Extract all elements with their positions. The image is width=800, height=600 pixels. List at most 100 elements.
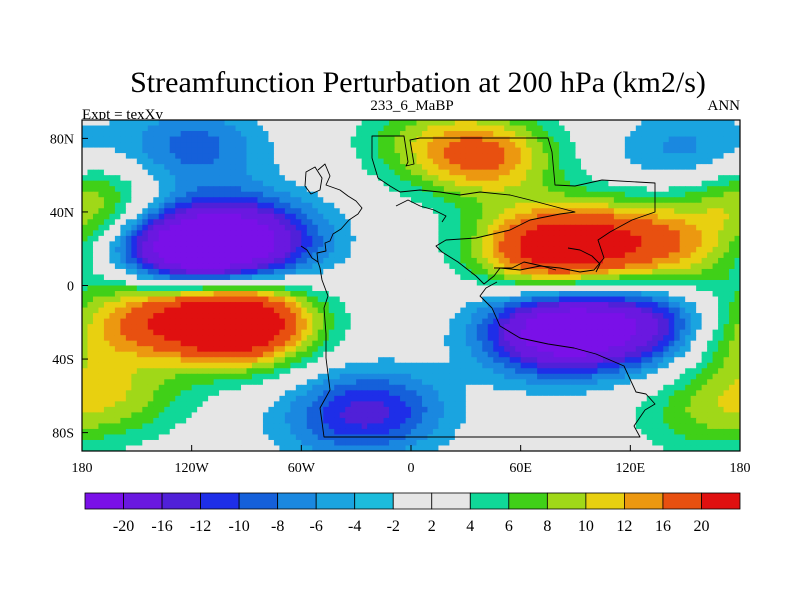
field-cell: [734, 219, 741, 226]
field-cell: [548, 241, 555, 248]
field-cell: [295, 307, 302, 314]
field-cell: [663, 268, 670, 275]
field-cell: [136, 346, 143, 353]
field-cell: [542, 329, 549, 336]
field-cell: [580, 120, 587, 127]
field-cell: [526, 125, 533, 132]
field-cell: [213, 302, 220, 309]
field-cell: [531, 180, 538, 187]
field-cell: [92, 147, 99, 154]
field-cell: [548, 246, 555, 253]
field-cell: [553, 197, 560, 204]
field-cell: [690, 153, 697, 160]
field-cell: [235, 186, 242, 193]
field-cell: [509, 191, 516, 198]
field-cell: [389, 318, 396, 325]
field-cell: [213, 164, 220, 171]
field-cell: [657, 158, 664, 165]
field-cell: [734, 147, 741, 154]
field-cell: [361, 346, 368, 353]
field-cell: [718, 296, 725, 303]
field-cell: [136, 208, 143, 215]
field-cell: [460, 335, 467, 342]
field-cell: [164, 208, 171, 215]
field-cell: [630, 153, 637, 160]
field-cell: [657, 180, 664, 187]
field-cell: [641, 197, 648, 204]
field-cell: [657, 120, 664, 127]
field-cell: [219, 252, 226, 259]
field-cell: [482, 180, 489, 187]
field-cell: [553, 147, 560, 154]
field-cell: [339, 246, 346, 253]
field-cell: [443, 136, 450, 143]
field-cell: [570, 147, 576, 154]
field-cell: [624, 131, 631, 138]
field-cell: [147, 175, 154, 182]
field-cell: [619, 230, 626, 237]
field-cell: [175, 335, 182, 342]
field-cell: [92, 340, 99, 347]
field-cell: [493, 197, 500, 204]
field-cell: [356, 302, 363, 309]
field-cell: [334, 131, 341, 138]
field-cell: [465, 302, 472, 309]
field-cell: [690, 329, 697, 336]
field-cell: [208, 175, 215, 182]
field-cell: [241, 219, 247, 226]
field-cell: [345, 186, 352, 193]
field-cell: [136, 136, 143, 143]
field-cell: [613, 186, 620, 193]
field-cell: [537, 241, 544, 248]
field-cell: [367, 291, 374, 298]
field-cell: [504, 246, 511, 253]
field-cell: [663, 263, 670, 270]
field-cell: [120, 346, 127, 353]
field-cell: [679, 324, 686, 331]
field-cell: [679, 302, 686, 309]
field-cell: [416, 164, 423, 171]
field-cell: [241, 197, 247, 204]
field-cell: [257, 263, 264, 270]
field-cell: [591, 125, 598, 132]
field-cell: [646, 147, 653, 154]
field-cell: [230, 136, 237, 143]
field-cell: [131, 335, 138, 342]
field-cell: [109, 158, 116, 165]
field-cell: [701, 191, 708, 198]
field-cell: [241, 131, 247, 138]
field-cell: [712, 142, 719, 149]
field-cell: [701, 268, 708, 275]
field-cell: [504, 153, 511, 160]
field-cell: [114, 285, 121, 292]
field-cell: [301, 318, 308, 325]
field-cell: [230, 142, 237, 149]
field-cell: [251, 180, 258, 187]
field-cell: [564, 313, 571, 320]
field-cell: [328, 257, 335, 264]
field-cell: [131, 279, 138, 286]
field-cell: [284, 246, 291, 253]
field-cell: [317, 296, 324, 303]
field-cell: [602, 235, 609, 242]
field-cell: [219, 120, 226, 127]
field-cell: [389, 180, 396, 187]
field-cell: [531, 224, 538, 231]
field-cell: [729, 335, 736, 342]
field-cell: [92, 346, 99, 353]
field-cell: [509, 208, 516, 215]
field-cell: [317, 335, 324, 342]
field-cell: [476, 153, 483, 160]
field-cell: [487, 202, 494, 209]
field-cell: [169, 335, 176, 342]
field-cell: [202, 324, 209, 331]
field-cell: [142, 235, 149, 242]
field-cell: [498, 120, 505, 127]
field-cell: [520, 208, 527, 215]
field-cell: [273, 131, 280, 138]
field-cell: [734, 186, 741, 193]
field-cell: [350, 224, 357, 231]
field-cell: [312, 246, 319, 253]
field-cell: [202, 158, 209, 165]
field-cell: [279, 291, 286, 298]
